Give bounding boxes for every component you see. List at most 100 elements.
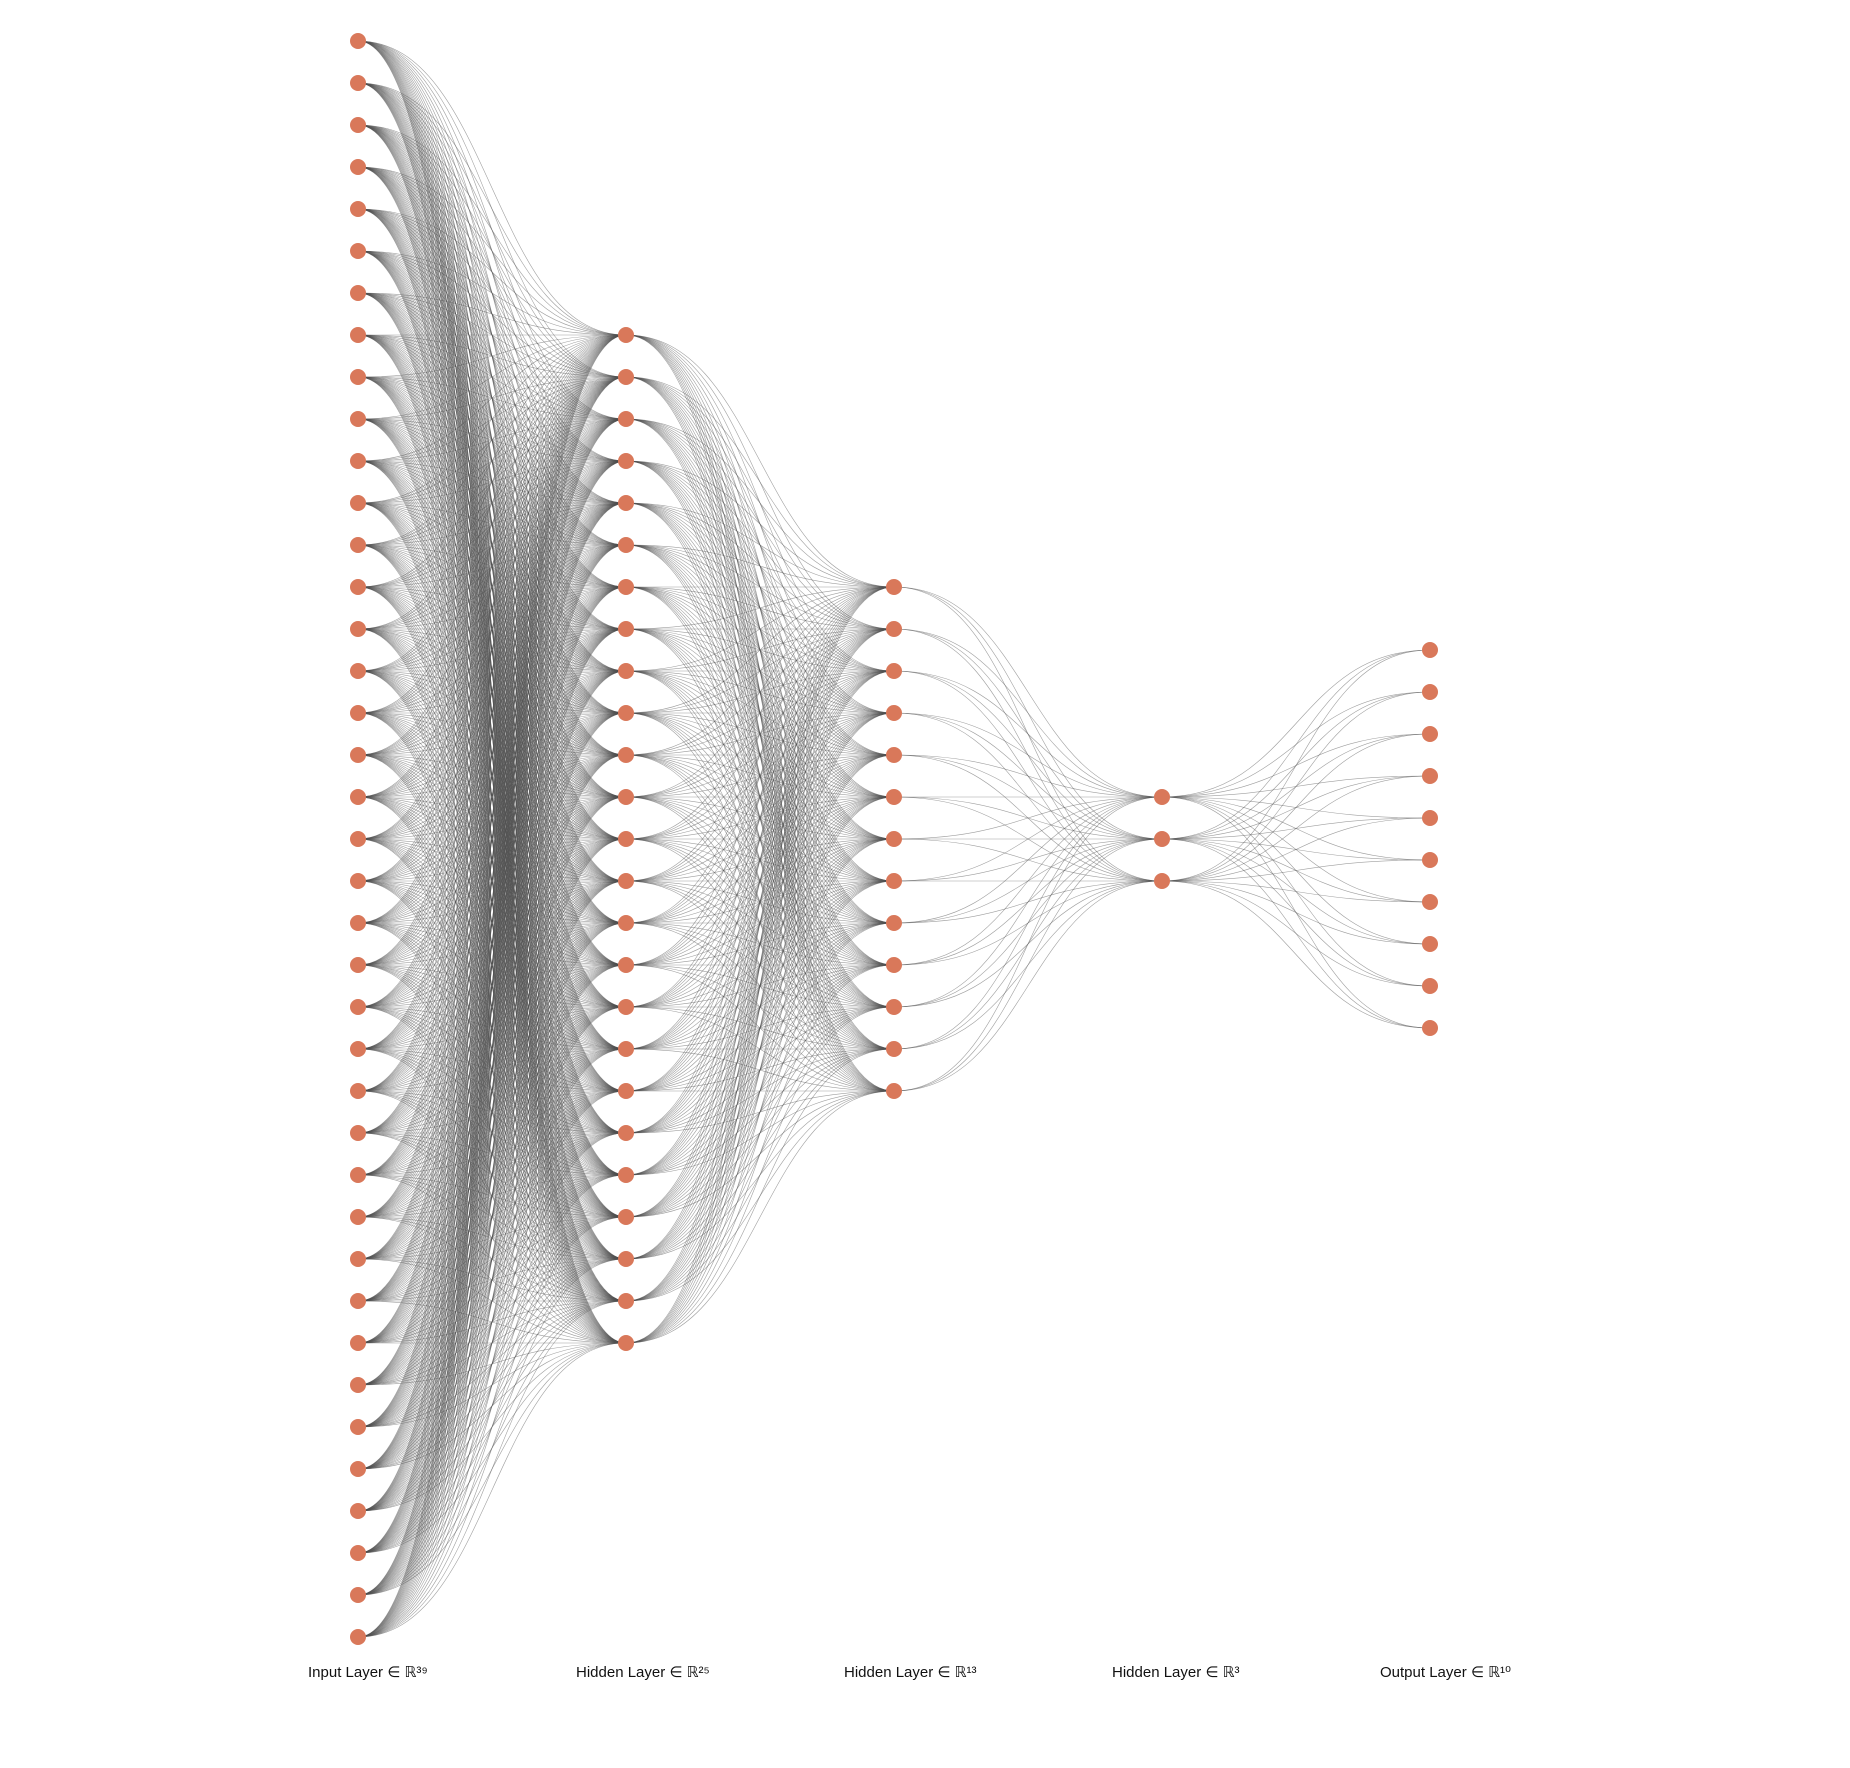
neuron-node xyxy=(886,579,902,595)
neuron-node xyxy=(1154,873,1170,889)
connection-edge xyxy=(357,334,627,420)
connection-edge xyxy=(357,334,627,798)
connection-edge xyxy=(357,334,627,588)
neuron-node xyxy=(350,1377,366,1393)
neuron-node xyxy=(618,1251,634,1267)
neuron-node xyxy=(886,873,902,889)
connection-edge xyxy=(357,334,627,1512)
connection-edge xyxy=(357,208,627,336)
layer-label-hidden-2: Hidden Layer ∈ ℝ¹³ xyxy=(844,1664,977,1681)
connection-edge xyxy=(893,796,1163,1092)
connection-edge xyxy=(357,712,627,1638)
neuron-node xyxy=(618,1041,634,1057)
neuron-node xyxy=(350,159,366,175)
neuron-node xyxy=(350,243,366,259)
neuron-node xyxy=(350,1335,366,1351)
connection-edge xyxy=(357,376,627,1638)
neuron-node xyxy=(350,957,366,973)
neuron-node xyxy=(886,705,902,721)
neuron-node xyxy=(350,621,366,637)
connection-edge xyxy=(357,334,627,924)
connection-edge xyxy=(893,796,1163,1008)
connection-edge xyxy=(625,586,895,1260)
connection-edge xyxy=(893,796,1163,924)
connection-edge xyxy=(625,796,895,1344)
neuron-node xyxy=(618,495,634,511)
connection-edge xyxy=(625,586,895,1050)
connection-edge xyxy=(893,796,1163,966)
connection-edge xyxy=(893,712,1163,798)
connection-edge xyxy=(625,1090,895,1344)
connection-edge xyxy=(1161,691,1431,882)
connection-edge xyxy=(625,586,895,1218)
neuron-node xyxy=(618,957,634,973)
neuron-node xyxy=(618,1293,634,1309)
neuron-node xyxy=(350,663,366,679)
layer-label-hidden-3: Hidden Layer ∈ ℝ³ xyxy=(1112,1664,1240,1681)
connection-edge xyxy=(1161,649,1431,840)
connection-edge xyxy=(357,334,627,1092)
neuron-node xyxy=(618,369,634,385)
connection-edge xyxy=(357,334,627,462)
neuron-node xyxy=(1422,936,1438,952)
neuron-node xyxy=(618,453,634,469)
connection-edge xyxy=(357,1174,627,1638)
neuron-node xyxy=(618,705,634,721)
connection-edge xyxy=(357,334,627,630)
connection-edge xyxy=(357,334,627,1638)
connection-edge xyxy=(357,334,627,546)
connection-edge xyxy=(625,922,895,1344)
layer-labels: Input Layer ∈ ℝ³⁹ Hidden Layer ∈ ℝ²⁵ Hid… xyxy=(308,1664,1511,1681)
connection-edge xyxy=(625,502,895,588)
neuron-node xyxy=(350,999,366,1015)
neuron-node xyxy=(618,915,634,931)
connection-edge xyxy=(893,796,1163,1050)
connection-edge xyxy=(1161,775,1431,882)
neuron-node xyxy=(350,117,366,133)
connection-edge xyxy=(625,460,895,588)
connection-edge xyxy=(357,796,627,1638)
connection-edge xyxy=(357,40,627,336)
neuron-node xyxy=(350,411,366,427)
neuron-node xyxy=(886,831,902,847)
connection-edge xyxy=(625,418,895,588)
neuron-node xyxy=(350,1041,366,1057)
connection-edge xyxy=(625,964,895,1344)
connection-edge xyxy=(1161,733,1431,882)
neuron-node xyxy=(618,579,634,595)
connection-edge xyxy=(357,334,627,1596)
connection-edge xyxy=(357,334,627,1554)
connection-edge xyxy=(625,376,895,588)
connection-edge xyxy=(625,586,895,966)
neuron-node xyxy=(350,705,366,721)
neuron-node xyxy=(1422,852,1438,868)
neuron-node xyxy=(350,1125,366,1141)
connection-edge xyxy=(625,586,895,924)
connection-edge xyxy=(357,166,627,336)
connection-edge xyxy=(357,334,627,966)
neuron-node xyxy=(886,1041,902,1057)
connection-edge xyxy=(1161,817,1431,882)
neuron-node xyxy=(618,537,634,553)
connection-edges xyxy=(357,40,1431,1638)
neuron-node xyxy=(350,75,366,91)
connection-edge xyxy=(625,628,895,1344)
connection-edge xyxy=(357,250,627,336)
connection-edge xyxy=(357,1132,627,1638)
neuron-node xyxy=(618,747,634,763)
connection-edge xyxy=(625,586,895,1092)
connection-edge xyxy=(625,544,895,588)
layer-label-output: Output Layer ∈ ℝ¹⁰ xyxy=(1380,1664,1511,1681)
connection-edge xyxy=(625,712,895,1344)
layer-label-input: Input Layer ∈ ℝ³⁹ xyxy=(308,1664,428,1681)
connection-edge xyxy=(357,334,627,840)
neuron-node xyxy=(886,915,902,931)
neuron-node xyxy=(350,369,366,385)
neuron-node xyxy=(618,831,634,847)
connection-edge xyxy=(357,334,627,1260)
connection-edge xyxy=(357,334,627,504)
connection-edge xyxy=(357,334,627,1344)
neuron-node xyxy=(350,1293,366,1309)
connection-edge xyxy=(625,670,895,1344)
